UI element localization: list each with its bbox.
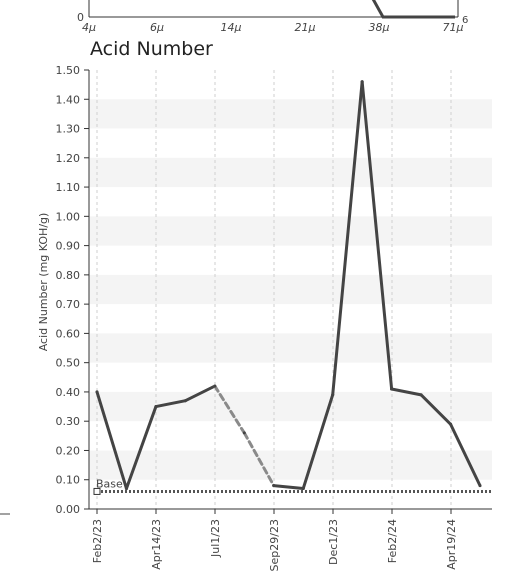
series-segment — [213, 384, 246, 435]
y-tick-label: 0.70 — [56, 298, 81, 311]
series-segment — [390, 387, 423, 397]
y-tick-label: 1.20 — [56, 152, 81, 165]
x-tick-label: Apr19/24 — [445, 519, 458, 570]
data-point — [124, 487, 128, 491]
data-point — [390, 387, 394, 391]
series-segment — [124, 405, 158, 491]
y-tick-label: 1.10 — [56, 181, 81, 194]
y-tick-label: 0.20 — [56, 444, 81, 457]
data-point — [478, 484, 482, 488]
data-point — [301, 487, 305, 491]
y-tick-label: 0.00 — [56, 503, 81, 516]
data-point — [331, 393, 335, 397]
y-tick-label: 0.60 — [56, 327, 81, 340]
y-tick-label: 0.40 — [56, 386, 81, 399]
x-tick-label: Feb2/24 — [386, 519, 399, 563]
top-y-tick-label: 0 — [77, 11, 84, 24]
top-x-tick-label: 71μ — [443, 21, 464, 34]
y-tick-label: 1.40 — [56, 93, 81, 106]
top-x-tick-label: 21μ — [295, 21, 316, 34]
chart-title: Acid Number — [90, 38, 213, 60]
top-x-tick-label: 14μ — [221, 21, 242, 34]
grid-band — [89, 157, 492, 188]
top-x-tick-label: 4μ — [82, 21, 96, 34]
data-point — [272, 484, 276, 488]
series-segment — [154, 399, 187, 409]
data-point — [360, 80, 364, 84]
x-tick-label: Jul1/23 — [209, 519, 222, 558]
series-segment — [95, 390, 128, 491]
x-tick-label: Sep29/23 — [268, 519, 281, 571]
grid-band — [89, 99, 492, 129]
series-segment — [449, 422, 482, 488]
x-tick-label: Feb2/23 — [91, 519, 104, 563]
y-tick-label: 0.10 — [56, 474, 81, 487]
top-x-tick-label: 6μ — [150, 21, 164, 34]
y-tick-label: 0.30 — [56, 415, 81, 428]
top-partial-chart: 4μ 6μ 14μ 21μ 38μ 71μ 0 6 — [77, 0, 468, 34]
y-tick-label: 0.90 — [56, 240, 81, 253]
top-y-tick-label-right: 6 — [462, 15, 468, 26]
top-x-tick-label: 38μ — [369, 21, 390, 34]
y-tick-label: 0.80 — [56, 269, 81, 282]
data-point — [213, 384, 217, 388]
y-axis-label: Acid Number (mg KOH/g) — [37, 213, 50, 352]
series-segment — [419, 393, 453, 426]
baseline-label: Base — [96, 477, 123, 490]
series-segment — [331, 80, 364, 397]
y-tick-label: 1.00 — [56, 210, 81, 223]
y-tick-label: 1.30 — [56, 123, 81, 136]
y-tick-label: 1.50 — [56, 64, 81, 77]
series-segment — [301, 393, 335, 491]
data-point — [419, 393, 423, 397]
grid-band — [89, 333, 492, 363]
series-segment — [272, 484, 305, 491]
grid-band — [89, 450, 492, 480]
series-segment — [183, 384, 217, 403]
x-tick-label: Apr14/23 — [150, 519, 163, 570]
data-point — [183, 399, 187, 403]
y-tick-label: 0.50 — [56, 357, 81, 370]
series-segment — [242, 431, 276, 488]
x-tick-label: Dec1/23 — [327, 519, 340, 565]
grid-band — [89, 274, 492, 305]
data-point — [95, 390, 99, 394]
data-point — [154, 405, 158, 409]
data-point — [449, 422, 453, 426]
data-point — [242, 431, 246, 435]
series-segment — [360, 80, 394, 391]
baseline-marker — [93, 487, 101, 495]
top-series-line — [371, 0, 455, 19]
acid-number-chart: Acid Number Acid Number (mg KOH/g) 0.00 0… — [37, 38, 492, 571]
grid-band — [89, 216, 492, 246]
